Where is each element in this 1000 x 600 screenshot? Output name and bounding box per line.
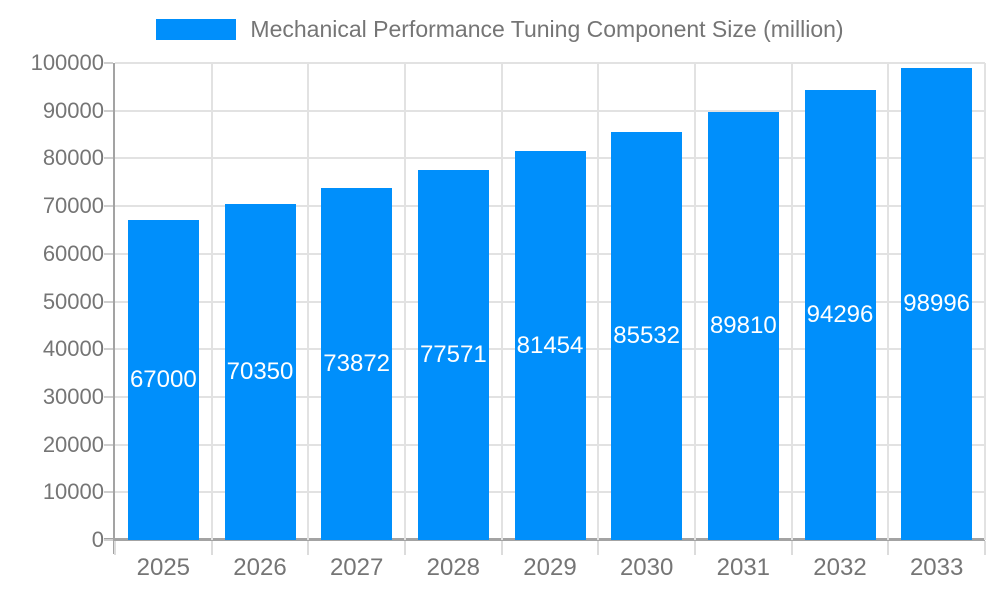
y-tick-label: 70000 xyxy=(42,193,104,219)
y-tick-label: 40000 xyxy=(42,336,104,362)
x-axis-tick xyxy=(307,541,310,555)
x-axis-tick xyxy=(210,541,213,555)
plot-area: 67000 70350 73872 77571 81454 85532 89810 94296… xyxy=(104,62,986,555)
legend-swatch[interactable] xyxy=(156,18,237,40)
x-tick-label: 2028 xyxy=(426,554,481,581)
y-axis-tick xyxy=(104,109,113,112)
gridline-vertical xyxy=(984,63,986,540)
y-axis-tick xyxy=(104,395,113,398)
x-tick-label: 2026 xyxy=(233,554,287,581)
bar: 67000 xyxy=(127,220,199,540)
y-tick-label: 90000 xyxy=(42,97,104,123)
y-axis-tick xyxy=(104,205,113,208)
bar: 98996 xyxy=(901,67,973,540)
bar: 94296 xyxy=(804,90,876,540)
bar: 81454 xyxy=(514,151,586,540)
x-axis-tick xyxy=(404,541,406,555)
y-tick-label: 100000 xyxy=(30,50,104,75)
bar-value-label: 81454 xyxy=(516,331,584,359)
y-axis-tick xyxy=(104,443,113,446)
y-axis-tick xyxy=(104,348,113,351)
x-tick-label: 2031 xyxy=(716,554,771,581)
bar: 85532 xyxy=(611,132,683,540)
x-tick-label: 2032 xyxy=(813,554,867,581)
x-tick-label: 2033 xyxy=(909,554,964,581)
y-axis-tick xyxy=(104,157,113,160)
bar: 89810 xyxy=(707,111,779,540)
x-axis-tick xyxy=(790,541,793,555)
y-axis-tick xyxy=(104,491,113,494)
gridline-vertical xyxy=(887,63,890,540)
x-axis-tick xyxy=(984,541,986,555)
y-tick-label: 10000 xyxy=(42,479,104,505)
bar-value-label: 67000 xyxy=(129,366,197,394)
y-axis-tick xyxy=(104,252,113,255)
bar-value-label: 77571 xyxy=(419,340,487,368)
x-axis-tick xyxy=(694,541,696,555)
legend[interactable]: Mechanical Performance Tuning Component … xyxy=(0,14,1000,44)
x-axis-tick xyxy=(597,541,600,555)
bar-value-label: 70350 xyxy=(226,358,294,386)
x-axis-tick xyxy=(887,541,890,555)
y-tick-label: 60000 xyxy=(42,240,104,266)
y-axis-tick xyxy=(104,539,113,541)
bar: 73872 xyxy=(321,187,393,540)
gridline-vertical xyxy=(307,63,310,540)
bar-value-label: 89810 xyxy=(709,311,777,339)
x-axis-tick xyxy=(500,541,503,555)
x-axis-tick xyxy=(114,541,116,555)
x-tick-label: 2025 xyxy=(136,554,191,581)
y-axis-line xyxy=(113,63,115,554)
y-tick-label: 0 xyxy=(91,527,104,552)
bar: 70350 xyxy=(224,204,296,540)
y-tick-label: 80000 xyxy=(42,145,104,171)
y-tick-label: 20000 xyxy=(42,431,104,457)
x-tick-label: 2029 xyxy=(523,554,577,581)
y-tick-label: 30000 xyxy=(42,383,104,409)
bar-value-label: 73872 xyxy=(323,349,391,377)
gridline-vertical xyxy=(500,63,503,540)
y-axis-tick xyxy=(104,62,113,64)
gridline-vertical xyxy=(597,63,600,540)
y-tick-label: 50000 xyxy=(42,288,104,314)
bar: 77571 xyxy=(417,169,489,540)
legend-label[interactable]: Mechanical Performance Tuning Component … xyxy=(250,15,844,42)
gridline-horizontal xyxy=(115,109,985,112)
gridline-horizontal xyxy=(115,62,985,64)
bar-value-label: 85532 xyxy=(613,321,681,349)
gridline-vertical xyxy=(210,63,213,540)
gridline-vertical xyxy=(694,63,696,540)
y-axis-tick xyxy=(104,300,113,303)
bar-value-label: 98996 xyxy=(903,289,971,317)
x-tick-label: 2027 xyxy=(329,554,384,581)
bar-value-label: 94296 xyxy=(806,301,874,329)
gridline-vertical xyxy=(404,63,406,540)
gridline-vertical xyxy=(790,63,793,540)
x-tick-label: 2030 xyxy=(619,554,674,581)
